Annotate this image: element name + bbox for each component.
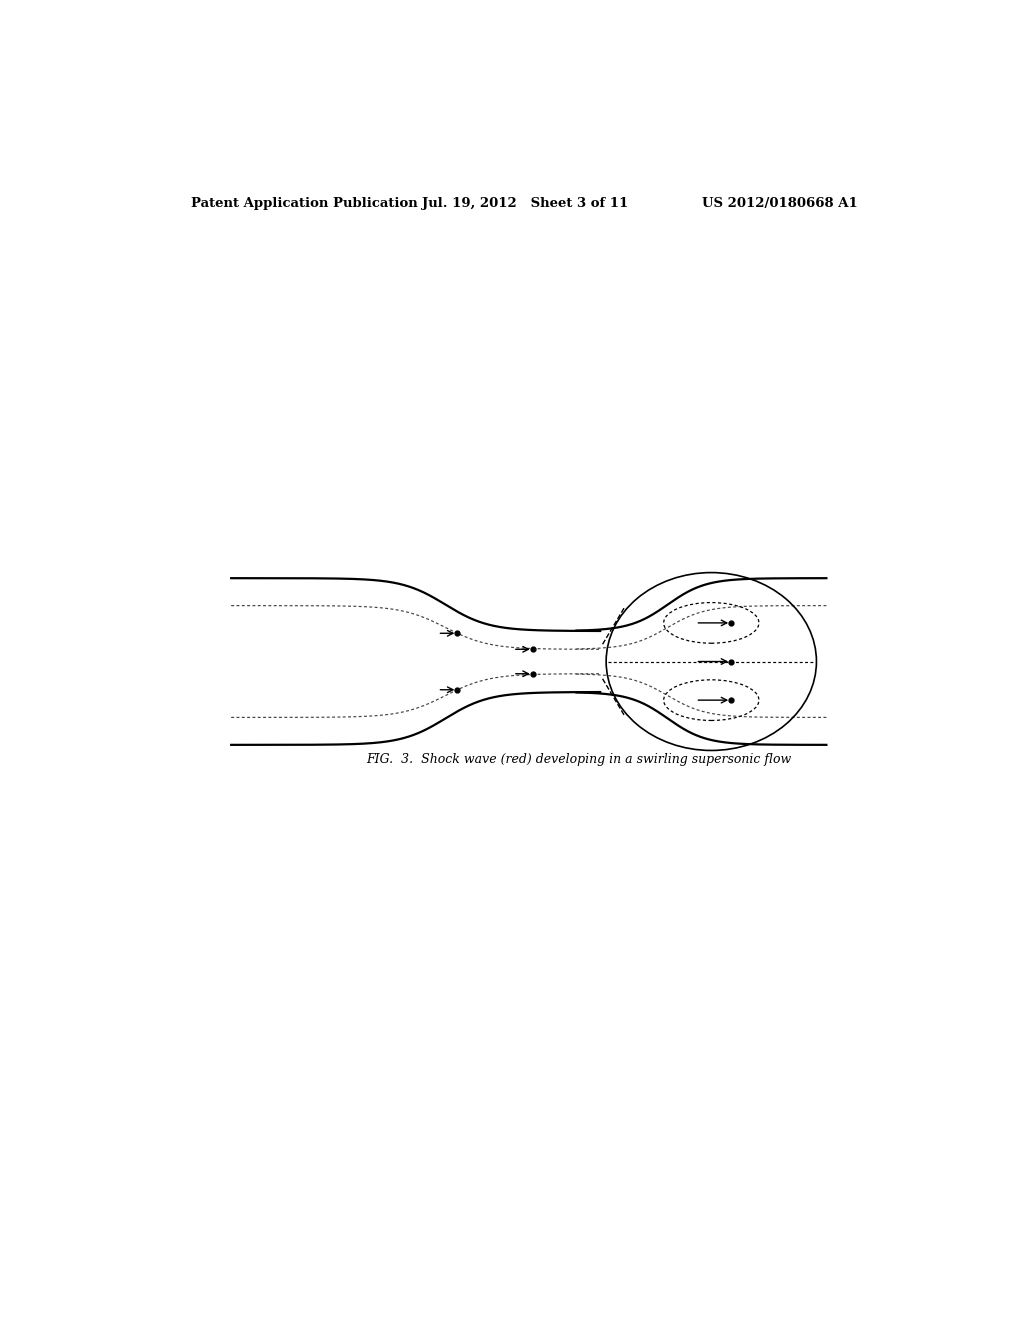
Text: Patent Application Publication: Patent Application Publication (191, 197, 418, 210)
Text: Jul. 19, 2012   Sheet 3 of 11: Jul. 19, 2012 Sheet 3 of 11 (422, 197, 628, 210)
Text: FIG.  3.  Shock wave (red) developing in a swirling supersonic flow: FIG. 3. Shock wave (red) developing in a… (367, 752, 792, 766)
Text: US 2012/0180668 A1: US 2012/0180668 A1 (702, 197, 858, 210)
